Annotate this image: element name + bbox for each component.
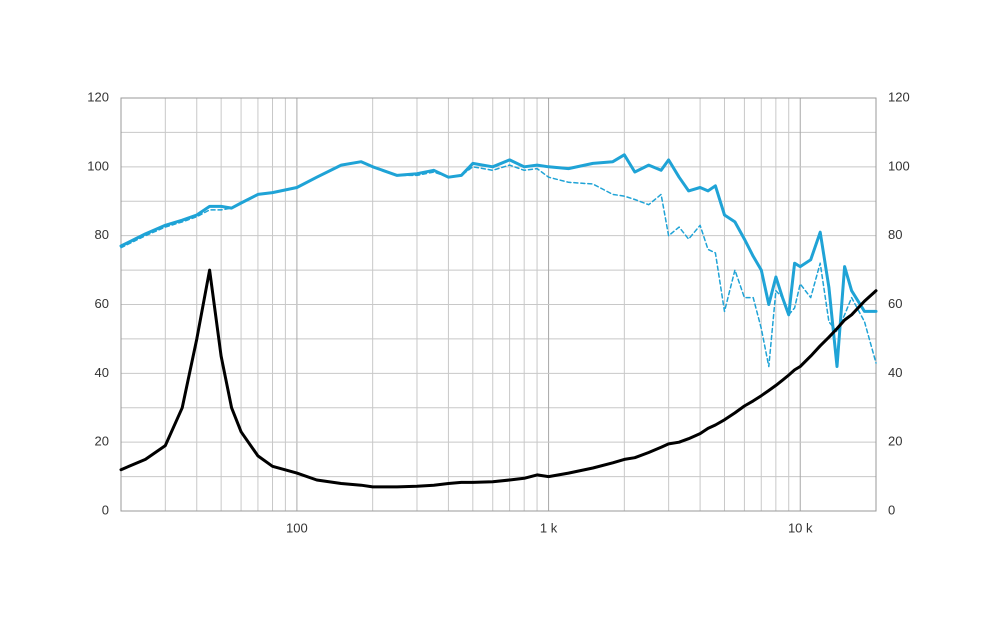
y-tick-label: 60 — [95, 296, 109, 311]
y2-tick-label: 0 — [888, 502, 895, 517]
y-tick-label: 100 — [87, 158, 109, 173]
y2-tick-label: 120 — [888, 89, 910, 104]
plot-frame — [120, 97, 877, 512]
y-tick-label: 80 — [95, 227, 109, 242]
x-tick-label: 1 k — [540, 520, 558, 535]
x-tick-label: 10 k — [788, 520, 813, 535]
y2-tick-label: 60 — [888, 296, 902, 311]
series-line — [119, 268, 878, 489]
y-tick-label: 20 — [95, 434, 109, 449]
y2-tick-label: 20 — [888, 434, 902, 449]
y-tick-label: 40 — [95, 365, 109, 380]
y-tick-label: 120 — [87, 89, 109, 104]
x-tick-label: 100 — [286, 520, 308, 535]
y2-tick-label: 80 — [888, 227, 902, 242]
series-line — [120, 160, 877, 368]
y2-tick-label: 100 — [888, 158, 910, 173]
y2-tick-label: 40 — [888, 365, 902, 380]
y-tick-label: 0 — [102, 502, 109, 517]
